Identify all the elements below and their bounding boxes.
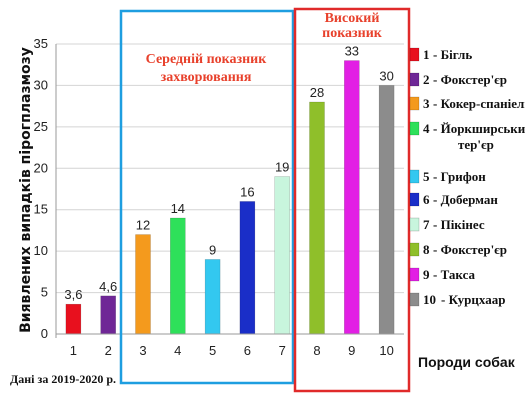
data-label: 28 bbox=[310, 85, 324, 100]
legend-swatch-3 bbox=[409, 96, 420, 111]
legend-swatch-9 bbox=[409, 267, 420, 282]
bar-10 bbox=[378, 85, 395, 335]
y-tick-label: 5 bbox=[41, 285, 48, 300]
x-tick-label: 5 bbox=[209, 343, 216, 358]
bars bbox=[65, 60, 395, 335]
high-indicator-box bbox=[293, 7, 411, 393]
legend-swatch-8 bbox=[409, 242, 420, 257]
legend-label-cont: тер'єр bbox=[458, 137, 494, 152]
legend-label: - Такса bbox=[433, 267, 476, 282]
bar-2 bbox=[100, 295, 116, 335]
legend-number: 6 bbox=[423, 192, 430, 207]
y-tick-label: 30 bbox=[34, 77, 48, 92]
data-labels: 3,6 4,6 12 14 9 16 19 28 33 30 bbox=[64, 44, 393, 303]
data-label: 16 bbox=[240, 184, 254, 199]
legend-label: - Кокер-спаніель bbox=[433, 96, 525, 111]
legend-label: - Курцхаар bbox=[441, 292, 505, 307]
data-label: 12 bbox=[136, 218, 150, 233]
legend-number: 5 bbox=[423, 169, 430, 184]
y-tick-label: 15 bbox=[34, 202, 48, 217]
legend-swatch-7 bbox=[409, 217, 420, 232]
legend-swatch-6 bbox=[409, 192, 420, 207]
high-annotation-line2: показник bbox=[322, 26, 383, 41]
legend-swatch-5 bbox=[409, 169, 420, 184]
high-annotation-line1: Високий bbox=[325, 11, 380, 26]
medium-annotation-line2: захворювання bbox=[161, 70, 252, 85]
legend-number: 4 bbox=[423, 121, 430, 136]
legend-label: - Фокстер'єр bbox=[433, 242, 507, 257]
bar-8 bbox=[309, 101, 325, 335]
legend-label: - Доберман bbox=[433, 192, 498, 207]
data-period-note: Дані за 2019-2020 р. bbox=[10, 372, 116, 386]
bar-1 bbox=[65, 303, 82, 335]
x-tick-label: 3 bbox=[139, 343, 146, 358]
legend-swatch-10 bbox=[409, 292, 420, 307]
data-label: 14 bbox=[171, 201, 185, 216]
data-label: 30 bbox=[379, 68, 393, 83]
bar-6 bbox=[239, 201, 256, 335]
legend-label: - Фокстер'єр bbox=[433, 72, 507, 87]
legend-number: 7 bbox=[423, 217, 430, 232]
y-tick-label: 10 bbox=[34, 243, 48, 258]
x-tick-label: 6 bbox=[244, 343, 251, 358]
data-label: 3,6 bbox=[64, 287, 82, 302]
data-label: 33 bbox=[345, 44, 359, 59]
x-tick-label: 10 bbox=[379, 343, 393, 358]
legend-swatch-4 bbox=[409, 121, 420, 136]
legend-number: 1 bbox=[423, 47, 430, 62]
data-label: 4,6 bbox=[99, 279, 117, 294]
legend-swatch-2 bbox=[409, 72, 420, 87]
legend-label: - Грифон bbox=[433, 169, 486, 184]
legend-number: 8 bbox=[423, 242, 430, 257]
legend-number: 10 bbox=[423, 292, 436, 307]
bar-9 bbox=[344, 60, 360, 335]
x-tick-label: 4 bbox=[174, 343, 181, 358]
y-tick-label: 25 bbox=[34, 119, 48, 134]
legend-number: 3 bbox=[423, 96, 430, 111]
y-tick-label: 20 bbox=[34, 160, 48, 175]
data-label: 19 bbox=[275, 160, 289, 175]
medium-indicator-box bbox=[119, 9, 295, 385]
y-tick-label: 35 bbox=[34, 36, 48, 51]
y-tick-label: 0 bbox=[41, 326, 48, 341]
x-tick-label: 2 bbox=[105, 343, 112, 358]
x-tick-labels: 1 2 3 4 5 6 7 8 9 10 bbox=[70, 343, 394, 358]
x-tick-label: 8 bbox=[313, 343, 320, 358]
legend-number: 9 bbox=[423, 267, 430, 282]
gridlines bbox=[56, 43, 404, 294]
bar-3 bbox=[135, 234, 151, 335]
x-tick-label: 9 bbox=[348, 343, 355, 358]
legend-label: - Пікінес bbox=[433, 217, 485, 232]
bar-7 bbox=[274, 176, 290, 335]
legend-label: - Йоркширський bbox=[433, 121, 525, 136]
bar-4 bbox=[170, 217, 186, 335]
bar-5 bbox=[204, 259, 221, 335]
x-tick-label: 7 bbox=[279, 343, 286, 358]
legend-label: - Бігль bbox=[433, 47, 472, 62]
medium-annotation-line1: Середній показник bbox=[146, 52, 268, 67]
data-label: 9 bbox=[209, 242, 216, 257]
y-tick-labels: 0 5 10 15 20 25 30 35 bbox=[34, 36, 48, 341]
x-axis-label: Породи собак bbox=[418, 354, 516, 370]
x-tick-label: 1 bbox=[70, 343, 77, 358]
y-axis-label: Виявлених випадків пірогплазмозу bbox=[18, 47, 34, 333]
legend-swatch-1 bbox=[409, 47, 420, 62]
legend-number: 2 bbox=[423, 72, 430, 87]
